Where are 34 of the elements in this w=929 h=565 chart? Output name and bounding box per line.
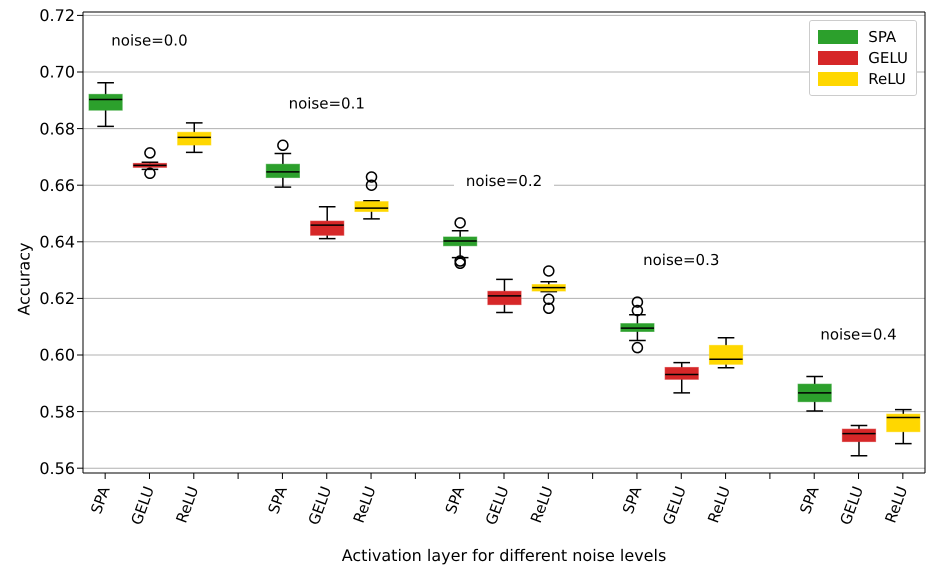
legend-label: SPA (868, 28, 896, 46)
annotation: noise=0.2 (466, 172, 542, 190)
x-tick-label: SPA (442, 483, 468, 516)
y-tick-label: 0.62 (39, 289, 75, 308)
x-tick-label: SPA (618, 483, 646, 516)
x-tick-label: SPA (264, 483, 292, 516)
annotation: noise=0.4 (820, 326, 897, 344)
legend-label: ReLU (868, 70, 906, 88)
y-tick-label: 0.66 (39, 176, 75, 195)
x-tick-label: ReLU (172, 484, 202, 526)
annotation: noise=0.1 (288, 94, 365, 112)
legend-label: GELU (868, 49, 908, 67)
x-tick-label: GELU (659, 484, 690, 528)
y-tick-label: 0.56 (39, 458, 75, 478)
y-tick-label: 0.68 (39, 119, 75, 138)
y-tick-label: 0.58 (39, 402, 75, 422)
annotation: noise=0.0 (111, 32, 188, 50)
x-axis-title: Activation layer for different noise levels (342, 546, 666, 565)
x-tick-label: GELU (127, 484, 158, 528)
x-tick-label: ReLU (882, 484, 912, 526)
annotation: noise=0.3 (643, 251, 720, 270)
x-tick-label: ReLU (350, 484, 380, 526)
x-tick-label: SPA (796, 483, 823, 516)
x-tick-label: GELU (304, 484, 336, 528)
y-tick-label: 0.64 (39, 232, 75, 252)
x-tick-label: ReLU (527, 484, 557, 526)
y-tick-label: 0.72 (39, 6, 75, 26)
y-axis-title: Accuracy (14, 242, 34, 316)
y-tick-label: 0.60 (39, 346, 75, 365)
x-tick-label: ReLU (704, 484, 734, 526)
x-tick-label: SPA (87, 483, 114, 516)
x-tick-label: GELU (836, 484, 867, 528)
x-tick-label: GELU (482, 484, 512, 528)
y-tick-label: 0.70 (39, 62, 75, 82)
